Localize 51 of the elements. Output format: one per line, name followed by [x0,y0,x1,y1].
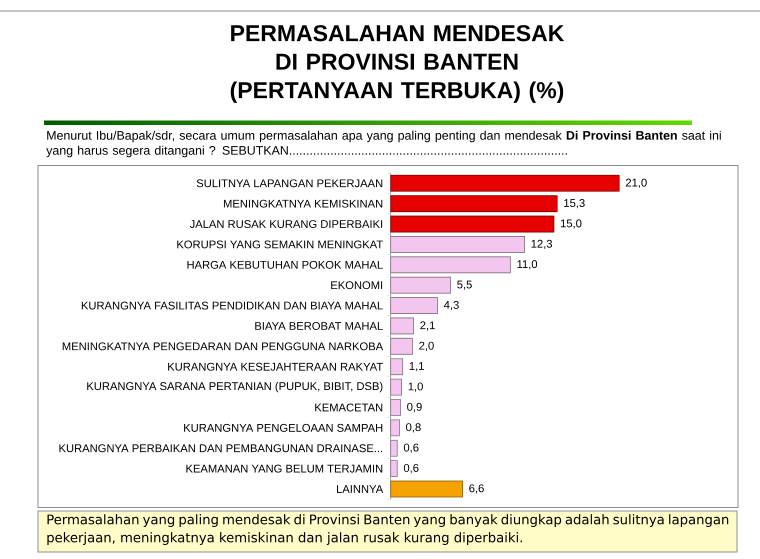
bar [390,480,463,498]
data-label: 15,0 [560,219,582,229]
data-label: 4,3 [444,300,459,310]
bar [390,338,413,355]
y-tick-label: HARGA KEBUTUHAN POKOK MAHAL [187,260,383,269]
data-label: 0,6 [404,444,419,453]
bar [390,236,525,253]
y-tick-label: KURANGNYA SARANA PERTANIAN (PUPUK, BIBIT, DSB) [87,382,382,392]
bar [390,419,400,436]
bar [390,195,558,212]
y-tick-label: KEAMANAN YANG BELUM TERJAMIN [186,464,382,473]
data-label: 2,0 [419,342,434,351]
y-tick-label: JALAN RUSAK KURANG DIPERBAIKI [190,220,382,228]
y-tick-label: KURANGNYA PENGELOAAN SAMPAH [184,424,382,432]
data-label: 0,8 [406,423,421,432]
data-label: 0,9 [407,402,422,412]
data-label: 1,1 [410,362,424,372]
y-tick-label: BIAYA BEROBAT MAHAL [255,322,383,330]
data-label: 21,0 [626,178,647,188]
bar [390,216,554,232]
y-tick-label: KURANGNYA PERBAIKAN DAN PEMBANGUNAN DRAINASE... [59,444,382,452]
bar [390,460,398,478]
y-tick-label: KURANGNYA KESEJAHTERAAN RAKYAT [168,362,383,371]
text: Permasalahan yang paling mendesak di Provinsi Banten yang banyak diungkap adalah sulitnya lapangan pekerjaan, meningkatnya kemiskinan dan jalan rusak kurang diperbaiki. [47,514,728,545]
y-tick-label: MENINGKATNYA KEMISKINAN [224,200,382,208]
y-tick-label: LAINNYA [336,485,384,493]
bar [390,276,451,294]
data-label: 11,0 [517,260,538,270]
y-tick-label: MENINGKATNYA PENGEDARAN DAN PENGGUNA NARKOBA [62,342,384,350]
chart-title: PERMASALAHAN MENDESAK DI PROVINSI BANTEN (PERTANYAAN TERBUKA) (%) [230,25,564,103]
bar [390,440,398,457]
data-label: 6,6 [469,484,484,494]
data-label: 0,6 [404,464,419,474]
data-label: 2,1 [420,321,435,331]
y-tick-label: KURANGNYA FASILITAS PENDIDIKAN DAN BIAYA MAHAL [82,302,383,310]
y-tick-label: SULITNYA LAPANGAN PEKERJAAN [196,179,382,188]
y-tick-label: EKONOMI [331,281,382,290]
bar [390,318,414,334]
text: Menurut Ibu/Bapak/sdr, secara umum permasalahan apa yang paling penting dan mendesak Di Provinsi Banten saat ini yang harus segera ditangani ? SEBUTKAN................................................................................. [46,130,721,158]
bar [390,399,401,416]
data-label: 1,0 [408,382,423,392]
bar [390,358,404,376]
bar [390,297,438,314]
y-tick-label: KEMACETAN [315,404,382,412]
bar [390,256,511,274]
data-label: 12,3 [532,240,552,250]
bar [390,378,402,396]
y-tick-label: KORUPSI YANG SEMAKIN MENINGKAT [177,240,383,248]
bar [390,174,620,192]
data-label: 5,5 [457,280,472,290]
data-label: 15,3 [564,199,585,208]
